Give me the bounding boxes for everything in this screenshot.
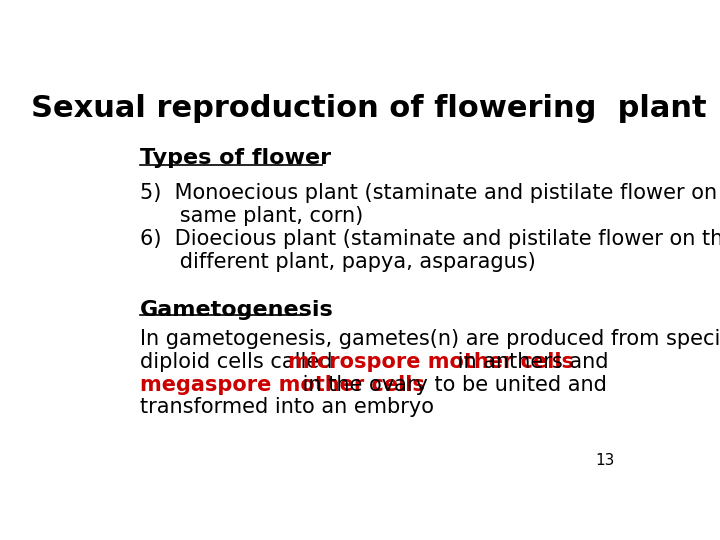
Text: in anthers and: in anthers and [451,352,608,372]
Text: transformed into an embryo: transformed into an embryo [140,397,434,417]
Text: Types of flower: Types of flower [140,148,331,168]
Text: microspore mother cells: microspore mother cells [289,352,575,372]
Text: In gametogenesis, gametes(n) are produced from specialized: In gametogenesis, gametes(n) are produce… [140,329,720,349]
Text: Gametogenesis: Gametogenesis [140,300,334,320]
Text: same plant, corn): same plant, corn) [140,206,364,226]
Text: megaspore mother cells: megaspore mother cells [140,375,425,395]
Text: 6)  Dioecious plant (staminate and pistilate flower on the: 6) Dioecious plant (staminate and pistil… [140,229,720,249]
Text: diploid cells called: diploid cells called [140,352,339,372]
Text: different plant, papya, asparagus): different plant, papya, asparagus) [140,252,536,272]
Text: Sexual reproduction of flowering  plant: Sexual reproduction of flowering plant [31,94,707,123]
Text: in the ovary to be united and: in the ovary to be united and [295,375,606,395]
Text: 13: 13 [595,453,615,468]
Text: 5)  Monoecious plant (staminate and pistilate flower on the: 5) Monoecious plant (staminate and pisti… [140,183,720,203]
